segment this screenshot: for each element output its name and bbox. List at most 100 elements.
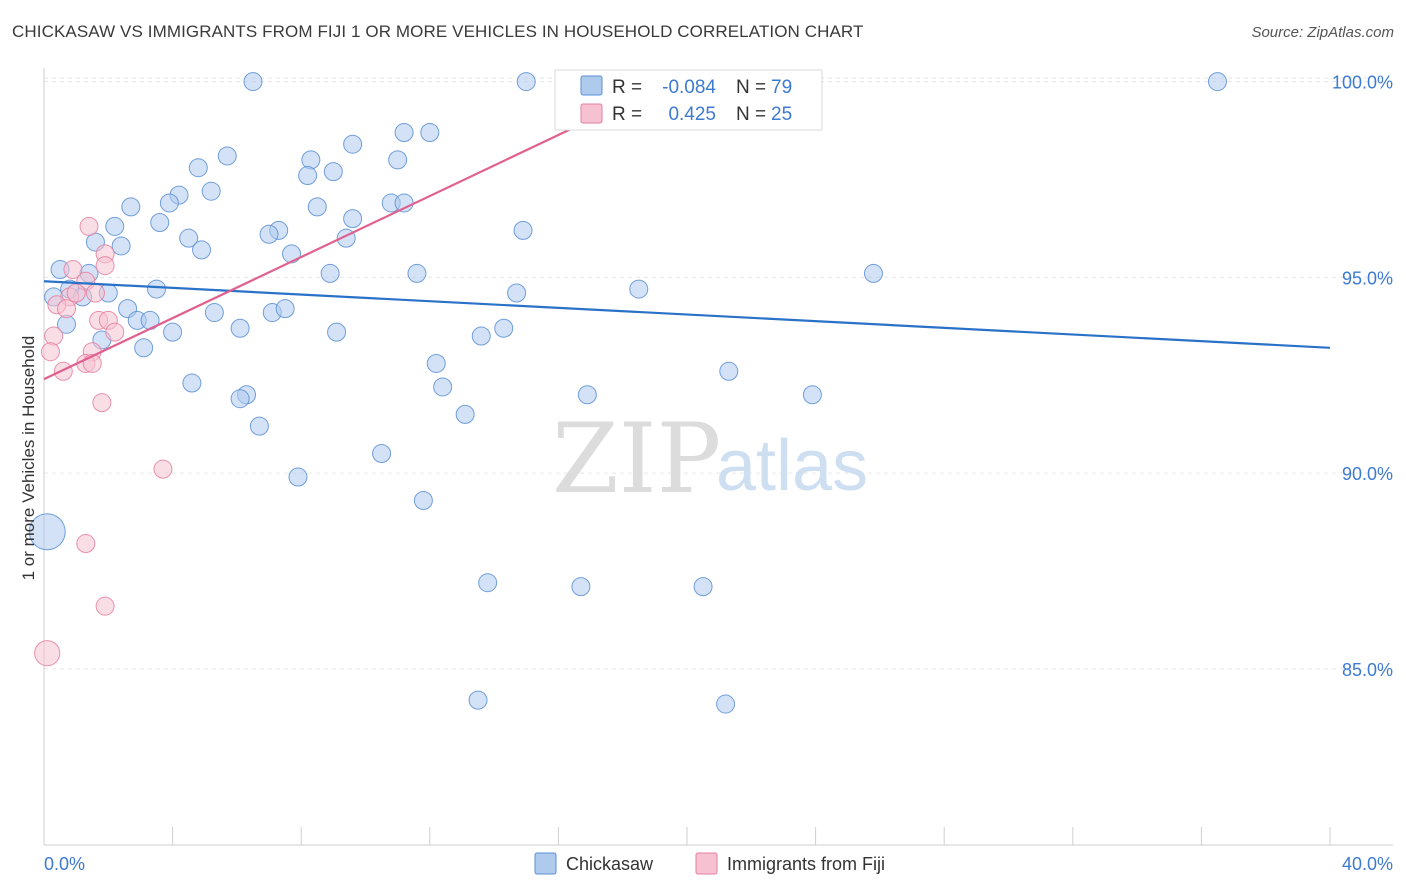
series-legend-swatch-fiji: [695, 852, 718, 875]
chickasaw-point: [1207, 72, 1227, 92]
chickasaw-point: [629, 279, 649, 299]
legend-n-value-2: 25: [771, 104, 792, 125]
fiji-point: [76, 534, 96, 554]
legend-n-label-1: N =: [736, 77, 766, 98]
legend-swatch-fiji: [580, 103, 603, 124]
chickasaw-point: [275, 299, 295, 319]
chickasaw-point: [407, 263, 427, 283]
legend-r-value-1: -0.084: [662, 77, 716, 98]
fiji-trend-line: [43, 80, 672, 381]
fiji-point: [34, 640, 61, 667]
chickasaw-point: [147, 279, 167, 299]
watermark-atlas: atlas: [716, 426, 868, 506]
fiji-point: [92, 393, 112, 413]
chickasaw-point: [343, 134, 363, 154]
fiji-point: [57, 299, 77, 319]
chickasaw-point: [204, 303, 224, 323]
chickasaw-point: [494, 318, 514, 338]
chickasaw-point: [121, 197, 141, 217]
legend-swatch-chickasaw: [580, 75, 603, 96]
chickasaw-point: [182, 373, 202, 393]
chickasaw-trend-line: [43, 280, 1331, 349]
chickasaw-point: [111, 236, 131, 256]
chickasaw-point: [394, 122, 414, 142]
y-tick-label: 95.0%: [1342, 268, 1393, 288]
fiji-point: [153, 459, 173, 479]
chickasaw-point: [249, 416, 269, 436]
fiji-point: [105, 322, 125, 342]
chickasaw-point: [420, 122, 440, 142]
chickasaw-point: [134, 338, 154, 358]
chickasaw-point: [159, 193, 179, 213]
chart-title: CHICKASAW VS IMMIGRANTS FROM FIJI 1 OR M…: [12, 22, 864, 41]
chickasaw-point: [188, 158, 208, 178]
grid-lines: [44, 77, 1390, 670]
fiji-point: [63, 259, 83, 279]
chickasaw-point: [719, 361, 739, 381]
chickasaw-point: [577, 385, 597, 405]
chickasaw-point: [802, 385, 822, 405]
fiji-point: [40, 342, 60, 362]
fiji-point: [53, 361, 73, 381]
chickasaw-point: [105, 216, 125, 236]
chickasaw-point: [413, 490, 433, 510]
watermark: ZIP atlas: [552, 403, 868, 515]
series-legend-swatch-chickasaw: [534, 852, 557, 875]
chickasaw-point: [243, 72, 263, 92]
chickasaw-point: [507, 283, 527, 303]
chickasaw-point: [471, 326, 491, 346]
legend-r-label-1: R =: [612, 77, 642, 98]
series-legend-label-fiji: Immigrants from Fiji: [727, 854, 885, 874]
legend-n-value-1: 79: [771, 77, 792, 98]
legend-r-label-2: R =: [612, 104, 642, 125]
fiji-point: [85, 283, 105, 303]
chickasaw-point: [201, 181, 221, 201]
y-axis-title: 1 or more Vehicles in Household: [19, 336, 38, 581]
chickasaw-point: [307, 197, 327, 217]
legend-n-label-2: N =: [736, 104, 766, 125]
chickasaw-point: [298, 166, 318, 186]
trend-lines: [43, 80, 1331, 381]
chickasaw-point: [455, 404, 475, 424]
chickasaw-point: [288, 467, 308, 487]
chickasaw-point: [163, 322, 183, 342]
chickasaw-point: [320, 263, 340, 283]
data-points: [28, 72, 1227, 714]
chickasaw-point: [388, 150, 408, 170]
x-tick-label: 40.0%: [1342, 854, 1393, 874]
y-tick-label: 85.0%: [1342, 660, 1393, 680]
chickasaw-point: [468, 690, 488, 710]
chickasaw-point: [150, 213, 170, 233]
chickasaw-point: [693, 577, 713, 597]
series-legend-label-chickasaw: Chickasaw: [566, 854, 654, 874]
fiji-point: [44, 326, 64, 346]
legend-r-value-2: 0.425: [668, 104, 716, 125]
axes: [43, 68, 1393, 846]
chickasaw-point: [323, 162, 343, 182]
watermark-zip: ZIP: [552, 403, 721, 515]
chickasaw-point: [571, 577, 591, 597]
chickasaw-point: [301, 150, 321, 170]
fiji-point: [95, 256, 115, 276]
chickasaw-point: [230, 389, 250, 409]
chickasaw-point: [217, 146, 237, 166]
chickasaw-point: [478, 573, 498, 593]
chickasaw-point: [179, 228, 199, 248]
chickasaw-point: [516, 72, 536, 92]
fiji-point: [79, 216, 99, 236]
fiji-point: [66, 283, 86, 303]
chickasaw-point: [28, 513, 66, 551]
chickasaw-point: [282, 244, 302, 264]
tick-labels: 85.0% 90.0% 95.0% 100.0% 0.0% 40.0%: [44, 73, 1393, 874]
series-legend: Chickasaw Immigrants from Fiji: [534, 852, 885, 875]
chickasaw-point: [513, 220, 533, 240]
chickasaw-point: [327, 322, 347, 342]
chickasaw-point: [716, 694, 736, 714]
chickasaw-point: [372, 444, 392, 463]
chickasaw-point: [433, 377, 453, 397]
chickasaw-point: [426, 353, 446, 373]
chickasaw-point: [343, 209, 363, 229]
y-tick-label: 90.0%: [1342, 464, 1393, 484]
fiji-point: [95, 596, 115, 616]
